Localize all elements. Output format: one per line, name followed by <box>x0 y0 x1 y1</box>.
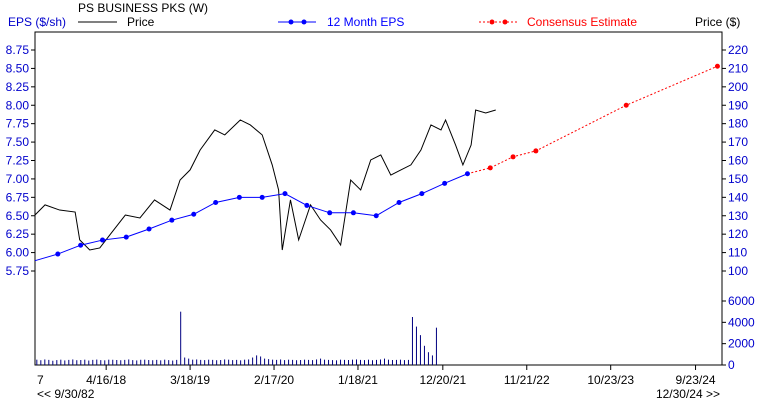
eps-tick-label: 7.00 <box>6 172 30 186</box>
eps-point <box>419 191 425 197</box>
eps-point <box>373 213 379 219</box>
price-tick-label: 220 <box>728 43 748 57</box>
price-tick-label: 110 <box>728 246 747 260</box>
eps-point <box>236 194 242 200</box>
eps-tick-label: 7.25 <box>6 154 30 168</box>
price-tick-label: 180 <box>728 117 748 131</box>
eps-point <box>350 210 356 216</box>
eps-point <box>213 199 219 205</box>
eps-tick-label: 6.75 <box>6 190 30 204</box>
legend-eps: 12 Month EPS <box>327 15 404 29</box>
eps-point <box>146 226 152 232</box>
price-tick-label: 200 <box>728 80 748 94</box>
legend-eps-swatch <box>278 19 316 25</box>
eps-point <box>304 202 310 208</box>
eps-point <box>55 251 61 257</box>
eps-line <box>34 173 468 262</box>
eps-axis-label: EPS ($/sh) <box>8 15 66 29</box>
price-tick-label: 160 <box>728 154 748 168</box>
price-tick-label: 140 <box>728 190 748 204</box>
eps-tick-label: 6.50 <box>6 209 30 223</box>
chart-title: PS BUSINESS PKS (W) <box>78 1 208 15</box>
price-tick-label: 100 <box>728 264 748 278</box>
eps-tick-label: 8.00 <box>6 98 30 112</box>
x-tick-label: 12/20/21 <box>419 373 466 387</box>
volume-tick-label: 6000 <box>728 294 755 308</box>
eps-tick-label: 7.50 <box>6 135 30 149</box>
eps-tick-label: 6.00 <box>6 246 30 260</box>
consensus-line <box>467 65 718 175</box>
eps-point <box>169 217 175 223</box>
consensus-point <box>510 154 516 160</box>
eps-tick-label: 7.75 <box>6 117 30 131</box>
eps-tick-label: 8.25 <box>6 80 30 94</box>
price-tick-label: 170 <box>728 135 748 149</box>
price-tick-label: 130 <box>728 209 748 223</box>
x-tick-label: 1/18/21 <box>338 373 378 387</box>
x-first-label: 7 <box>37 373 44 387</box>
consensus-point <box>533 148 539 154</box>
x-tick-label: 2/17/20 <box>254 373 294 387</box>
x-tick-label: 11/21/22 <box>504 373 550 387</box>
x-tick-label: 9/23/24 <box>676 373 716 387</box>
eps-point <box>282 191 288 197</box>
eps-point <box>327 210 333 216</box>
eps-point <box>100 237 106 243</box>
eps-point <box>123 234 129 240</box>
eps-tick-label: 8.75 <box>6 43 30 57</box>
eps-point <box>78 242 84 248</box>
legend-consensus: Consensus Estimate <box>527 15 637 29</box>
eps-tick-label: 6.25 <box>6 227 30 241</box>
eps-tick-label: 8.50 <box>6 61 30 75</box>
eps-point <box>464 171 470 177</box>
eps-point <box>191 211 197 217</box>
price-tick-label: 150 <box>728 172 748 186</box>
volume-tick-label: 4000 <box>728 315 755 329</box>
x-tick-label: 10/23/23 <box>587 373 634 387</box>
consensus-point <box>623 102 629 108</box>
price-line <box>34 109 496 251</box>
nav-forward-link[interactable]: 12/30/24 >> <box>656 387 720 400</box>
consensus-point <box>714 63 720 69</box>
price-tick-label: 120 <box>728 227 748 241</box>
consensus-point <box>487 165 493 171</box>
nav-back-link[interactable]: << 9/30/82 <box>37 387 95 400</box>
volume-tick-label: 0 <box>728 358 735 372</box>
eps-point <box>396 199 402 205</box>
x-tick-label: 3/18/19 <box>170 373 210 387</box>
price-axis-label: Price ($) <box>695 15 740 29</box>
volume-tick-label: 2000 <box>728 337 755 351</box>
eps-point <box>442 180 448 186</box>
eps-point <box>259 194 265 200</box>
eps-tick-label: 5.75 <box>6 264 30 278</box>
price-tick-label: 190 <box>728 98 748 112</box>
legend-consensus-swatch <box>479 19 517 25</box>
legend-price: Price <box>127 15 155 29</box>
price-tick-label: 210 <box>728 61 748 75</box>
x-tick-label: 4/16/18 <box>86 373 126 387</box>
plot-frame <box>34 31 723 366</box>
